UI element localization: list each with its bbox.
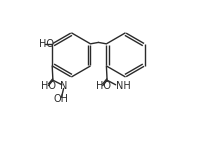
Text: NH: NH (116, 81, 131, 91)
Text: N: N (60, 81, 67, 91)
Text: HO: HO (39, 39, 54, 49)
Text: HO: HO (96, 81, 111, 91)
Text: HO: HO (41, 81, 57, 91)
Text: OH: OH (54, 94, 69, 104)
